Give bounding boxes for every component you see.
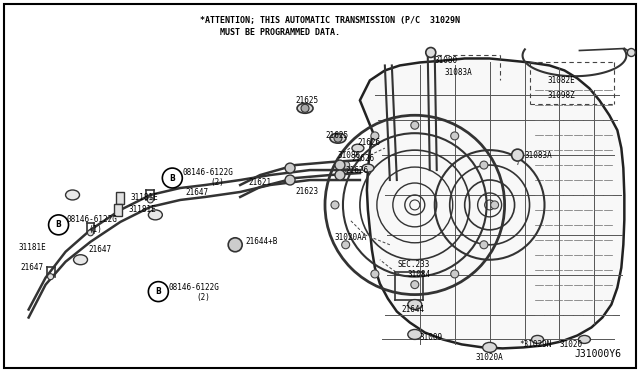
Circle shape: [342, 161, 349, 169]
Text: B: B: [156, 287, 161, 296]
Circle shape: [49, 215, 68, 235]
Circle shape: [285, 163, 295, 173]
Circle shape: [301, 104, 309, 112]
Circle shape: [491, 201, 499, 209]
Circle shape: [511, 149, 524, 161]
Text: 31080: 31080: [435, 56, 458, 65]
Text: 31020: 31020: [559, 340, 582, 349]
Text: (1): (1): [88, 225, 102, 234]
Text: 21625: 21625: [295, 96, 318, 105]
Text: 21625: 21625: [325, 131, 348, 140]
Circle shape: [163, 168, 182, 188]
Bar: [116, 192, 124, 204]
Circle shape: [285, 175, 295, 185]
Text: 21644+B: 21644+B: [245, 237, 278, 246]
Text: 31083A: 31083A: [525, 151, 552, 160]
Circle shape: [334, 134, 342, 142]
Text: 21647: 21647: [88, 245, 111, 254]
Ellipse shape: [74, 255, 88, 265]
Text: 31020A: 31020A: [476, 353, 504, 362]
Text: SEC.233: SEC.233: [398, 260, 430, 269]
Circle shape: [411, 280, 419, 289]
Ellipse shape: [532, 336, 543, 343]
Text: 21621: 21621: [248, 177, 271, 186]
Ellipse shape: [65, 190, 79, 200]
Circle shape: [451, 132, 459, 140]
Text: 21644: 21644: [402, 305, 425, 314]
Text: (2): (2): [210, 177, 224, 186]
Ellipse shape: [483, 342, 497, 352]
Ellipse shape: [579, 336, 591, 343]
Circle shape: [480, 161, 488, 169]
Text: 21626: 21626: [345, 166, 368, 174]
Ellipse shape: [148, 210, 163, 220]
Text: 31082E: 31082E: [547, 76, 575, 85]
Text: MUST BE PROGRAMMED DATA.: MUST BE PROGRAMMED DATA.: [200, 28, 340, 36]
Circle shape: [371, 132, 379, 140]
Circle shape: [426, 48, 436, 58]
Text: 08146-6122G: 08146-6122G: [182, 167, 233, 177]
Text: 31083A: 31083A: [445, 68, 472, 77]
Bar: [115, 204, 122, 216]
Text: B: B: [170, 173, 175, 183]
Circle shape: [451, 270, 459, 278]
Circle shape: [335, 160, 345, 170]
Text: B: B: [56, 220, 61, 230]
Circle shape: [371, 270, 379, 278]
Text: (2): (2): [196, 293, 210, 302]
Text: 31020AA: 31020AA: [335, 233, 367, 242]
Circle shape: [148, 282, 168, 302]
Circle shape: [331, 201, 339, 209]
Text: 08146-6122G: 08146-6122G: [168, 283, 220, 292]
Text: 21647: 21647: [20, 263, 44, 272]
Ellipse shape: [362, 164, 374, 172]
Circle shape: [335, 170, 345, 180]
Text: *31029N: *31029N: [520, 340, 552, 349]
Ellipse shape: [330, 133, 346, 143]
Text: 21623: 21623: [295, 187, 318, 196]
Text: J31000Y6: J31000Y6: [574, 349, 621, 359]
Polygon shape: [360, 58, 625, 349]
Text: 31181E: 31181E: [131, 193, 158, 202]
Circle shape: [480, 241, 488, 249]
Circle shape: [342, 241, 349, 249]
Text: 31084: 31084: [408, 270, 431, 279]
Text: 31009: 31009: [420, 333, 443, 342]
Text: *ATTENTION; THIS AUTOMATIC TRANSMISSION (P/C  31029N: *ATTENTION; THIS AUTOMATIC TRANSMISSION …: [200, 16, 460, 25]
Circle shape: [228, 238, 242, 252]
Text: 31181E: 31181E: [129, 205, 156, 214]
Text: 31098Z: 31098Z: [547, 91, 575, 100]
Circle shape: [47, 274, 54, 280]
Text: 08146-6122G: 08146-6122G: [67, 215, 117, 224]
Ellipse shape: [297, 103, 313, 113]
Text: 31181E: 31181E: [19, 243, 47, 252]
Ellipse shape: [408, 299, 422, 310]
Circle shape: [411, 121, 419, 129]
Text: 21626: 21626: [352, 154, 375, 163]
Circle shape: [88, 230, 93, 236]
Text: 31086: 31086: [338, 151, 361, 160]
Circle shape: [627, 48, 636, 57]
Text: 21647: 21647: [186, 189, 209, 198]
Circle shape: [147, 197, 154, 203]
Ellipse shape: [408, 330, 422, 339]
Text: 21626: 21626: [358, 138, 381, 147]
Ellipse shape: [352, 144, 364, 152]
